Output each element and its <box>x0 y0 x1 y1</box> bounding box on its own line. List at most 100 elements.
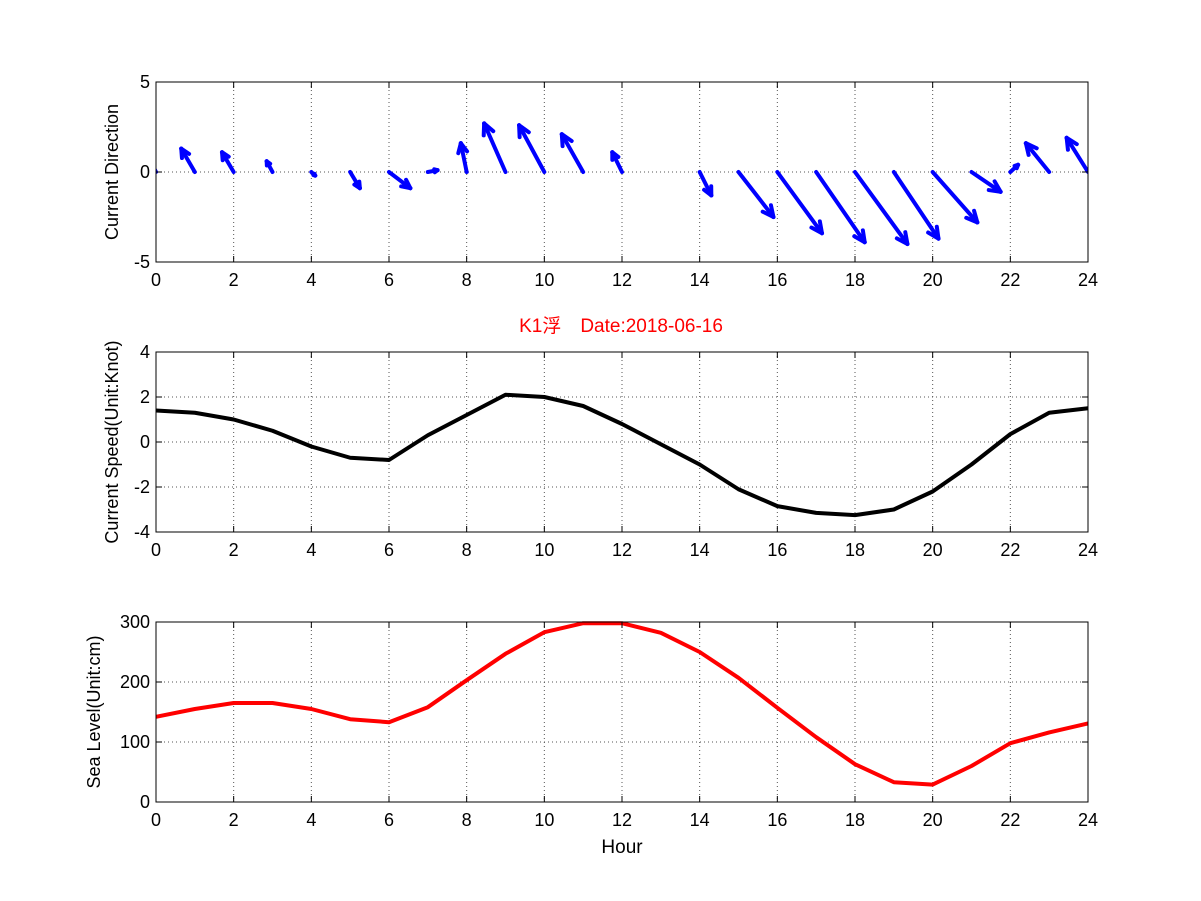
x-tick-label: 8 <box>462 270 472 290</box>
current-direction-panel: 0 2 4 6 8 10 12 14 16 18 20 22 24 -505 Current Direc… <box>102 72 1098 290</box>
arrow-head <box>926 230 941 241</box>
x-tick-label: 22 <box>1000 540 1020 560</box>
direction-arrow <box>697 170 714 198</box>
x-tick-label: 4 <box>306 810 316 830</box>
direction-arrow <box>309 170 318 178</box>
direction-arrow <box>891 170 941 241</box>
speed-grid <box>156 352 1088 532</box>
sea-x-ticks: 0 2 4 6 8 10 12 14 16 18 20 22 24 <box>151 622 1098 830</box>
chart-title: K1浮 Date:2018-06-16 <box>519 315 723 337</box>
x-tick-label: 2 <box>229 540 239 560</box>
direction-arrow <box>969 170 1003 194</box>
direction-arrow <box>425 167 440 175</box>
arrow-shaft <box>458 141 469 174</box>
x-tick-label: 12 <box>612 270 632 290</box>
y-tick-label: 300 <box>120 612 150 632</box>
arrow-head <box>1023 141 1039 151</box>
arrow-head <box>894 236 910 246</box>
x-tick-label: 16 <box>767 810 787 830</box>
arrow-head <box>1014 162 1021 171</box>
direction-arrow <box>264 159 275 174</box>
x-tick-label: 20 <box>923 810 943 830</box>
x-tick-label: 14 <box>690 270 710 290</box>
x-tick-label: 24 <box>1078 810 1098 830</box>
y-tick-label: 4 <box>140 342 150 362</box>
arrow-head <box>1064 135 1079 147</box>
x-tick-label: 16 <box>767 270 787 290</box>
arrow-shaft <box>482 121 508 174</box>
direction-arrow <box>456 141 470 174</box>
x-tick-label: 6 <box>384 810 394 830</box>
arrow-head <box>482 121 496 134</box>
direction-arrow <box>348 170 362 191</box>
direction-arrow <box>775 170 824 236</box>
direction-arrow <box>930 170 980 225</box>
direction-arrow <box>1023 141 1052 174</box>
x-tick-label: 18 <box>845 270 865 290</box>
x-tick-label: 14 <box>690 540 710 560</box>
direction-arrow <box>517 123 547 174</box>
x-tick-label: 20 <box>923 270 943 290</box>
y-tick-label: 100 <box>120 732 150 752</box>
x-tick-label: 4 <box>306 540 316 560</box>
direction-y-axis-label: Current Direction <box>102 104 122 240</box>
x-tick-label: 12 <box>612 810 632 830</box>
speed-x-ticks: 0 2 4 6 8 10 12 14 16 18 20 22 24 <box>151 352 1098 560</box>
arrow-shaft <box>853 170 910 246</box>
arrow-shaft <box>930 170 980 225</box>
arrow-head <box>809 225 824 236</box>
direction-y-ticks: -5 0 5 <box>134 72 1088 272</box>
direction-arrow <box>220 150 236 174</box>
x-tick-label: 18 <box>845 810 865 830</box>
sea-y-ticks: 0 100 200 300 <box>120 612 1088 812</box>
x-tick-label: 24 <box>1078 540 1098 560</box>
x-tick-label: 20 <box>923 540 943 560</box>
x-tick-label: 2 <box>229 270 239 290</box>
y-tick-label: 0 <box>140 432 150 452</box>
y-tick-label: -2 <box>134 477 150 497</box>
x-tick-label: 2 <box>229 810 239 830</box>
y-tick-label: -4 <box>134 522 150 542</box>
sea-grid <box>156 622 1088 802</box>
x-tick-label: 8 <box>462 810 472 830</box>
arrow-head <box>264 159 273 166</box>
x-tick-label: 12 <box>612 540 632 560</box>
sea-y-axis-label: Sea Level(Unit:cm) <box>84 635 104 788</box>
arrow-shaft <box>891 170 941 241</box>
arrow-head <box>610 150 621 159</box>
x-tick-label: 16 <box>767 540 787 560</box>
direction-arrow <box>814 170 867 245</box>
direction-arrow <box>179 146 197 174</box>
x-tick-label: 4 <box>306 270 316 290</box>
y-tick-label: 0 <box>140 162 150 182</box>
x-tick-label: 0 <box>151 270 161 290</box>
x-tick-label: 10 <box>534 540 554 560</box>
direction-arrow <box>559 132 586 174</box>
x-tick-label: 0 <box>151 540 161 560</box>
x-tick-label: 0 <box>151 810 161 830</box>
arrow-head <box>702 187 714 198</box>
x-tick-label: 10 <box>534 810 554 830</box>
arrow-shaft <box>559 132 586 174</box>
arrow-shaft <box>1023 141 1052 174</box>
direction-x-ticks: 0 2 4 6 8 10 12 14 16 18 20 22 24 <box>151 82 1098 290</box>
arrow-head <box>432 168 440 175</box>
direction-arrows <box>156 121 1088 246</box>
x-tick-label: 18 <box>845 540 865 560</box>
x-tick-label: 6 <box>384 540 394 560</box>
arrow-shaft <box>1064 135 1088 174</box>
arrow-shaft <box>814 170 867 245</box>
direction-arrow <box>1008 162 1021 174</box>
x-tick-label: 6 <box>384 270 394 290</box>
arrow-head <box>852 234 867 245</box>
y-tick-label: 2 <box>140 387 150 407</box>
arrow-head <box>179 146 192 156</box>
arrow-shaft <box>775 170 824 236</box>
arrow-head <box>964 215 980 225</box>
x-tick-label: 24 <box>1078 270 1098 290</box>
arrow-head <box>458 141 470 154</box>
